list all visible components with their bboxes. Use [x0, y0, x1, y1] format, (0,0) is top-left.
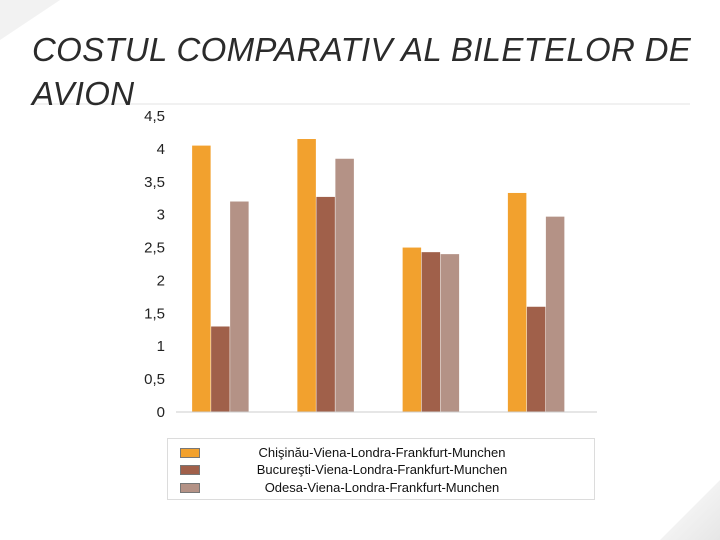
bar — [297, 139, 316, 412]
bar — [335, 158, 354, 412]
bar — [507, 192, 527, 412]
slide-title: COSTUL COMPARATIV AL BILETELOR DE AVION — [32, 31, 692, 112]
y-tick-label: 2,5 — [144, 240, 165, 257]
y-tick-label: 4 — [157, 141, 165, 158]
bar — [526, 306, 546, 412]
y-tick-label: 2 — [157, 272, 165, 289]
legend-swatch — [180, 483, 200, 493]
legend-item: Odesa-Viena-Londra-Frankfurt-Munchen — [168, 479, 596, 497]
bar — [545, 216, 565, 412]
bar — [440, 254, 460, 412]
legend-swatch — [180, 448, 200, 458]
bars-group — [192, 139, 565, 412]
y-tick-label: 0,5 — [144, 371, 165, 388]
legend-item: Bucureşti-Viena-Londra-Frankfurt-Munchen — [168, 461, 596, 479]
bar — [192, 145, 211, 412]
bar — [211, 326, 230, 412]
legend-label: Chişinău-Viena-Londra-Frankfurt-Munchen — [258, 445, 506, 460]
y-tick-label: 1,5 — [144, 305, 165, 322]
corner-decoration — [0, 0, 60, 40]
y-tick-label: 0 — [157, 404, 165, 421]
y-tick-label: 1 — [157, 338, 165, 355]
legend-label: Odesa-Viena-Londra-Frankfurt-Munchen — [264, 480, 500, 495]
bar — [402, 247, 422, 412]
bar — [230, 201, 249, 412]
y-axis: 0 0,5 1 1,5 2 2,5 3 3,5 4 4,5 — [144, 108, 165, 421]
corner-fold-decoration — [660, 480, 720, 540]
y-tick-label: 3,5 — [144, 174, 165, 191]
y-tick-label: 4,5 — [144, 108, 165, 125]
legend-swatch — [180, 465, 200, 475]
bar — [421, 252, 441, 412]
y-tick-label: 3 — [157, 207, 165, 224]
chart-legend: Chişinău-Viena-Londra-Frankfurt-Munchen … — [167, 438, 595, 500]
bar — [316, 196, 335, 412]
legend-item: Chişinău-Viena-Londra-Frankfurt-Munchen — [168, 444, 596, 462]
legend-label: Bucureşti-Viena-Londra-Frankfurt-Munchen — [256, 462, 508, 477]
